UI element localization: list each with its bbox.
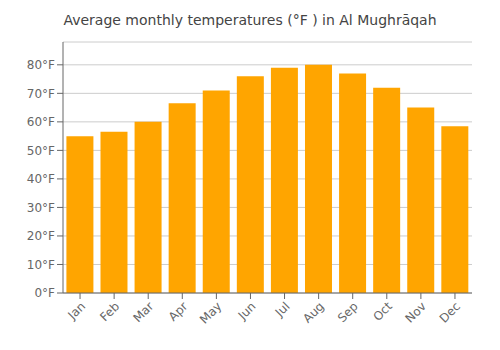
svg-text:0°F: 0°F: [34, 286, 55, 300]
svg-text:Nov: Nov: [403, 299, 429, 325]
html-text:Average monthly temperatures (: Average monthly temperatures (°F ) in Al…: [63, 12, 437, 28]
svg-text:30°F: 30°F: [27, 201, 55, 215]
svg-text:80°F: 80°F: [27, 58, 55, 72]
svg-text:Jul: Jul: [272, 299, 293, 320]
svg-text:Aug: Aug: [300, 299, 326, 325]
svg-text:40°F: 40°F: [27, 172, 55, 186]
svg-text:Jan: Jan: [64, 299, 88, 323]
svg-text:20°F: 20°F: [27, 229, 55, 243]
svg-text:Apr: Apr: [166, 299, 191, 324]
svg-text:10°F: 10°F: [27, 258, 55, 272]
svg-text:May: May: [197, 299, 224, 326]
svg-text:Oct: Oct: [370, 299, 395, 324]
svg-text:Jun: Jun: [235, 299, 259, 323]
svg-text:Dec: Dec: [437, 299, 463, 325]
svg-text:Feb: Feb: [97, 299, 122, 324]
svg-text:Mar: Mar: [130, 299, 156, 325]
svg-text:Sep: Sep: [335, 299, 361, 325]
svg-text:50°F: 50°F: [27, 144, 55, 158]
svg-text:60°F: 60°F: [27, 115, 55, 129]
svg-text:70°F: 70°F: [27, 87, 55, 101]
